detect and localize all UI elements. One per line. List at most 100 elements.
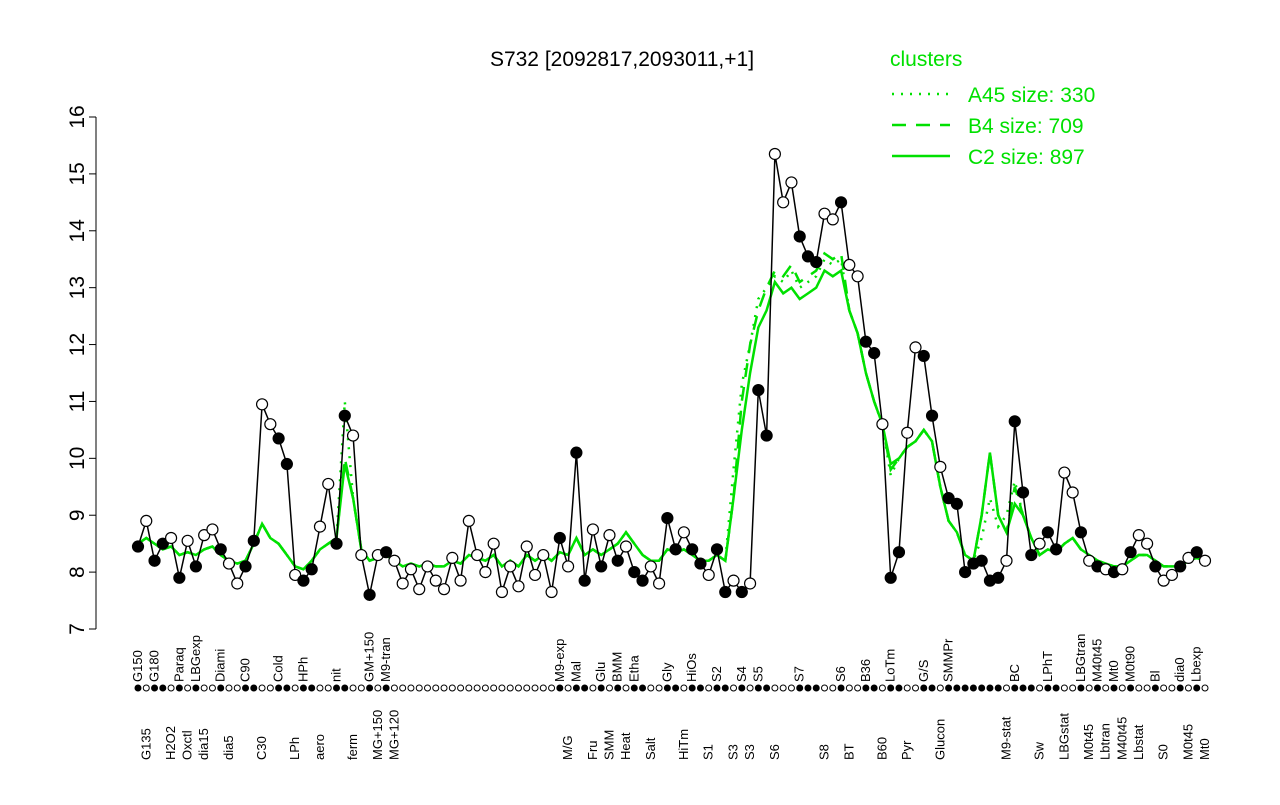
rug-dot bbox=[936, 684, 944, 692]
rug-dot bbox=[498, 684, 506, 692]
rug-dot bbox=[581, 684, 589, 692]
x-tick-label: LBGexp bbox=[188, 635, 203, 682]
data-point bbox=[884, 571, 897, 584]
data-point bbox=[570, 446, 583, 459]
rug-dot bbox=[721, 684, 729, 692]
y-tick-label: 11 bbox=[66, 391, 89, 413]
data-point bbox=[892, 546, 906, 559]
data-point bbox=[140, 514, 153, 528]
rug-dot bbox=[1077, 684, 1085, 692]
data-point bbox=[735, 585, 748, 599]
data-point bbox=[504, 560, 517, 573]
rug-dot bbox=[1044, 684, 1052, 692]
rug-dot bbox=[680, 684, 688, 692]
x-tick-label: M9-exp bbox=[552, 639, 567, 682]
x-tick-label: S5 bbox=[750, 666, 765, 682]
rug-dot bbox=[986, 684, 994, 692]
data-point bbox=[1041, 526, 1054, 539]
x-tick-label: Paraq bbox=[171, 647, 186, 682]
data-point bbox=[909, 341, 922, 354]
x-tick-label: S7 bbox=[792, 666, 807, 682]
rug-dot bbox=[862, 684, 870, 692]
data-point bbox=[363, 588, 376, 601]
data-point bbox=[959, 566, 972, 579]
rug-dot bbox=[787, 684, 795, 692]
x-tick-label: S4 bbox=[734, 666, 749, 682]
data-point bbox=[644, 560, 657, 573]
x-tick-label: dia0 bbox=[1172, 657, 1187, 682]
x-tick-label: dia5 bbox=[221, 735, 236, 760]
rug-dot bbox=[978, 684, 986, 692]
legend-label: B4 size: 709 bbox=[968, 115, 1084, 138]
data-point bbox=[189, 560, 202, 573]
rug-dot bbox=[920, 684, 928, 692]
data-point bbox=[950, 497, 963, 510]
x-tick-label: Oxctl bbox=[180, 730, 195, 760]
x-tick-label: G150 bbox=[130, 650, 145, 682]
data-point bbox=[661, 511, 674, 525]
rug-dot bbox=[672, 684, 680, 692]
data-point bbox=[586, 523, 600, 536]
rug-dot bbox=[1168, 684, 1176, 692]
x-tick-label: C90 bbox=[238, 658, 253, 682]
rug-dot bbox=[217, 684, 225, 692]
data-point bbox=[413, 583, 426, 596]
y-tick-label: 15 bbox=[66, 162, 89, 185]
data-point bbox=[289, 568, 302, 582]
data-point bbox=[380, 546, 393, 559]
data-point bbox=[471, 548, 484, 562]
x-tick-label: B60 bbox=[874, 737, 889, 760]
x-tick-label: Heat bbox=[618, 732, 633, 760]
data-point bbox=[925, 409, 939, 422]
rug-dot bbox=[564, 684, 572, 692]
rug-dot bbox=[994, 684, 1002, 692]
data-point bbox=[859, 335, 872, 348]
x-tick-label: M/G bbox=[560, 735, 575, 760]
x-tick-label: SMM bbox=[601, 730, 616, 760]
rug-dot bbox=[374, 684, 382, 692]
rug-dot bbox=[275, 684, 283, 692]
data-point bbox=[156, 537, 169, 550]
data-point bbox=[694, 557, 707, 570]
x-tick-label: Mal bbox=[568, 661, 583, 682]
rug-dot bbox=[316, 684, 324, 692]
rug-dot bbox=[283, 684, 291, 692]
data-point bbox=[727, 574, 740, 587]
x-tick-label: Cold bbox=[271, 655, 286, 682]
rug-dot bbox=[1027, 684, 1035, 692]
rug-dot bbox=[779, 684, 787, 692]
rug-dot bbox=[837, 684, 845, 692]
y-tick-label: 8 bbox=[66, 566, 89, 578]
data-point bbox=[686, 543, 699, 556]
rug-dot bbox=[804, 684, 812, 692]
rug-dot bbox=[870, 684, 878, 692]
x-tick-label: HiOs bbox=[684, 653, 699, 682]
x-tick-label: nit bbox=[329, 668, 344, 682]
rug-dot bbox=[225, 684, 233, 692]
x-tick-label: S6 bbox=[767, 744, 782, 760]
rug-dot bbox=[903, 684, 911, 692]
data-point bbox=[826, 213, 839, 226]
data-point bbox=[992, 571, 1005, 584]
rug-dot bbox=[151, 684, 159, 692]
rug-dot bbox=[382, 684, 390, 692]
data-point bbox=[346, 429, 360, 442]
data-point bbox=[222, 557, 236, 570]
x-tick-label: BT bbox=[841, 743, 856, 760]
rug-dot bbox=[953, 684, 961, 692]
data-point bbox=[462, 514, 475, 528]
x-tick-label: Pyr bbox=[899, 740, 914, 760]
y-tick-label: 7 bbox=[66, 623, 89, 635]
rug-dot bbox=[349, 684, 357, 692]
x-tick-label: S2 bbox=[709, 666, 724, 682]
data-point bbox=[1149, 560, 1162, 573]
rug-dot bbox=[531, 684, 539, 692]
rug-dot bbox=[390, 684, 398, 692]
x-tick-label: LBGstat bbox=[1056, 713, 1071, 760]
data-point bbox=[537, 548, 550, 562]
rug-dot bbox=[1093, 684, 1101, 692]
data-point bbox=[214, 543, 227, 556]
x-tick-label: LPhT bbox=[1040, 651, 1055, 682]
y-tick-label: 12 bbox=[66, 333, 89, 356]
